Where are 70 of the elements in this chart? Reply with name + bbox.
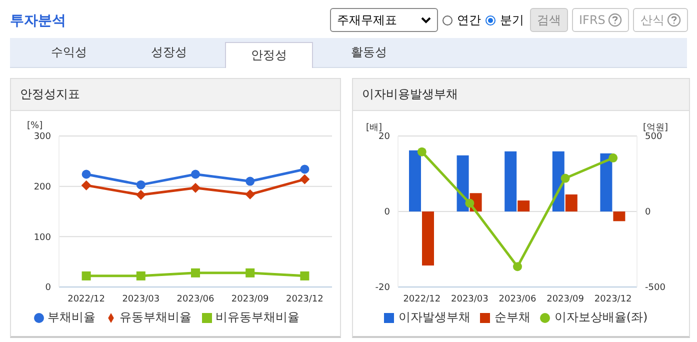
y-tick-label: 0 [45, 283, 52, 294]
x-tick-label: 2022/12 [68, 294, 105, 304]
x-tick-label: 2023/03 [451, 294, 488, 304]
point [300, 164, 310, 174]
text: 분기 [500, 12, 524, 28]
y-tick-label: 300 [34, 132, 52, 142]
point [608, 153, 618, 162]
point [136, 180, 146, 190]
x-tick-label: 2023/06 [176, 294, 214, 304]
x-tick-label: 2023/03 [122, 294, 160, 304]
bar [613, 212, 626, 222]
bar [409, 150, 421, 212]
y2-axis-title: [억원] [643, 122, 668, 133]
legend-label: 이자발생부채 [398, 310, 470, 324]
text: 주재무제표 [337, 12, 397, 28]
point [300, 271, 310, 280]
x-tick-label: 2023/09 [231, 294, 270, 304]
y-tick-label: -20 [375, 283, 390, 294]
point [136, 271, 146, 280]
point [136, 190, 146, 200]
text: 검색 [530, 8, 568, 32]
text: 안정성 [225, 42, 313, 68]
bar [422, 212, 434, 266]
x-tick-label: 2023/12 [594, 294, 632, 304]
point [191, 268, 200, 278]
y2-tick-label: 0 [645, 208, 651, 218]
legend-label: 유동부채비율 [120, 310, 192, 324]
bar [600, 153, 612, 212]
y2-tick-label: -500 [645, 283, 666, 294]
legend-label: 순부채 [494, 310, 530, 324]
x-tick-label: 2022/12 [403, 294, 441, 304]
y2-tick-label: 500 [645, 132, 662, 142]
text: 수익성 [50, 44, 88, 61]
text: 산식 [633, 8, 688, 32]
bar [565, 194, 578, 212]
chart-title: 이자비용발생부채 [353, 79, 689, 111]
text: IFRS [572, 8, 630, 32]
text: 투자분석 [10, 12, 66, 30]
point [465, 198, 474, 208]
x-tick-label: 2023/09 [546, 294, 584, 304]
point [190, 182, 200, 193]
legend-label: 이자보상배율(좌) [554, 310, 648, 324]
text: 성장성 [150, 44, 188, 61]
point [245, 189, 256, 200]
text: 연간 [457, 12, 481, 28]
y-tick-label: 20 [378, 132, 390, 142]
y-tick-label: 100 [34, 232, 52, 243]
legend-label: 비유동부채비율 [216, 310, 300, 324]
chart-title: 안정성지표 [11, 79, 340, 111]
x-tick-label: 2023/06 [498, 294, 536, 304]
point [300, 174, 310, 184]
y-tick-label: 0 [384, 208, 390, 218]
y-axis-title: [%] [27, 121, 43, 131]
y-axis-title: [배] [366, 122, 382, 133]
bar [504, 151, 517, 212]
point [81, 180, 92, 190]
point [560, 174, 570, 183]
bar [518, 200, 530, 212]
point [246, 176, 255, 186]
point [417, 147, 426, 156]
y-tick-label: 200 [34, 182, 52, 193]
point [191, 170, 200, 179]
text: 활동성 [350, 44, 388, 61]
legend-label: 부채비율 [48, 310, 96, 324]
bar [456, 155, 469, 212]
point [82, 271, 91, 280]
point [82, 170, 91, 179]
point [246, 268, 255, 278]
point [513, 262, 522, 272]
x-tick-label: 2023/12 [286, 294, 324, 304]
